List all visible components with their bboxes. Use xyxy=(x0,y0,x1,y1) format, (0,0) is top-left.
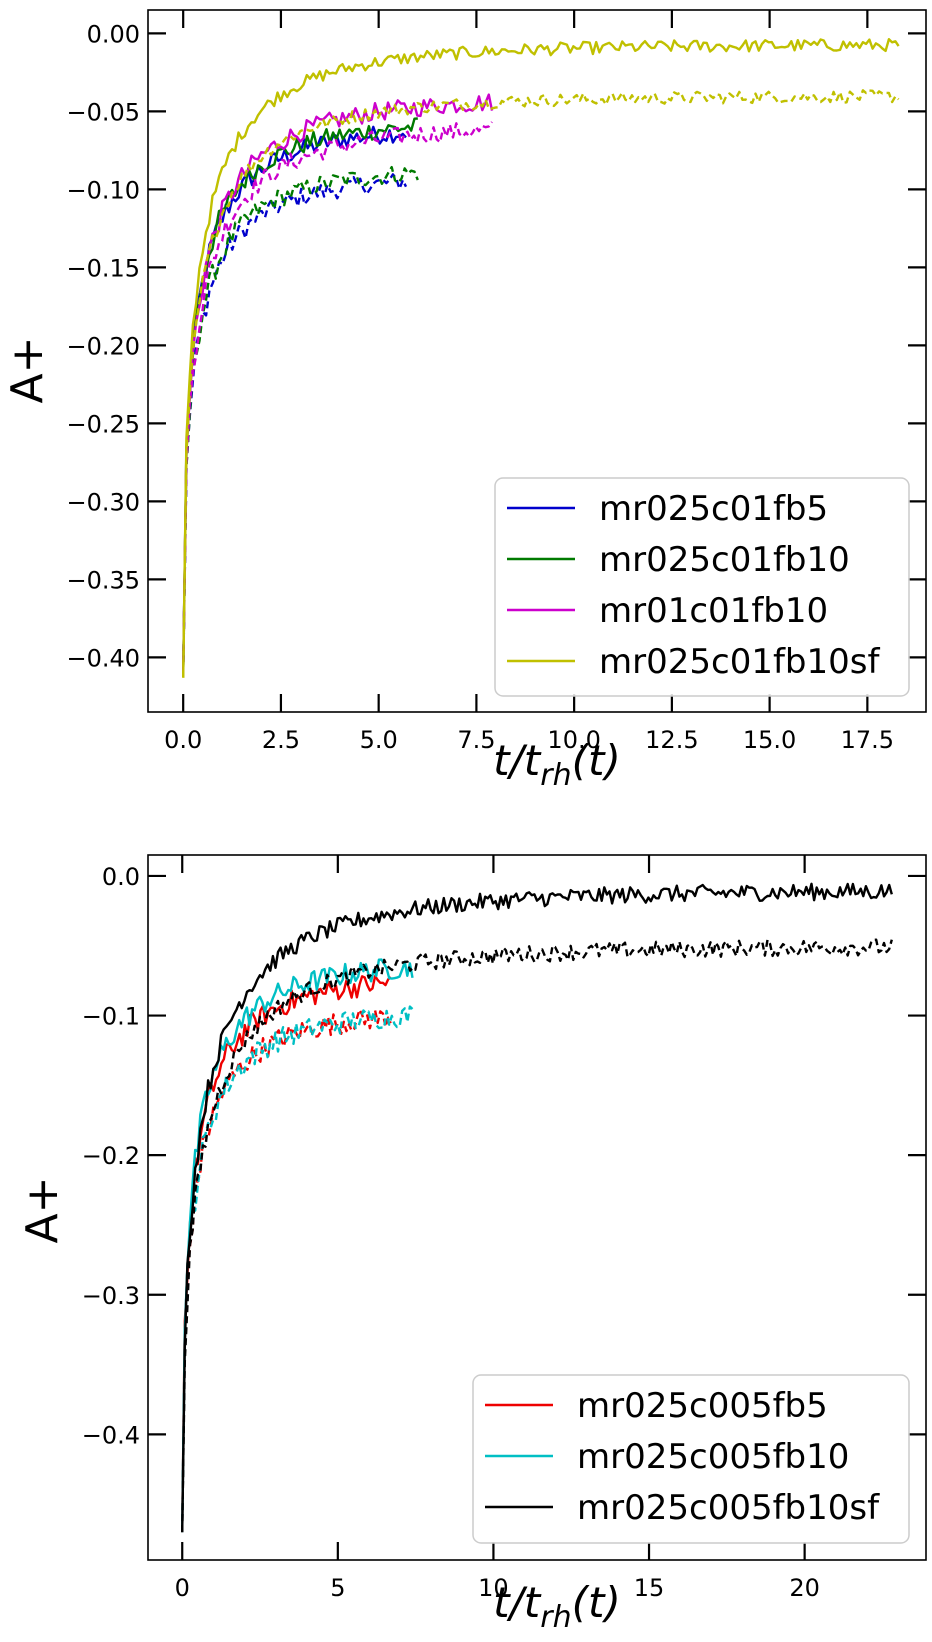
y-tick-label: −0.20 xyxy=(66,332,140,360)
plot-frame xyxy=(147,9,927,713)
series-line-mr01c01fb10-solid xyxy=(182,93,494,674)
x-tick-label: 0 xyxy=(175,1574,190,1602)
x-axis-title: t/trh(t) xyxy=(493,1578,621,1635)
x-axis-title: t/trh(t) xyxy=(493,736,621,793)
x-tick-label: 20 xyxy=(789,1574,820,1602)
x-tick-label: 5 xyxy=(330,1574,345,1602)
chart-panel-1: 0.0 2.5 5.0 7.5 10.0 12.5 15.0 17.5 0.00 −0.05 −0.… xyxy=(2,9,927,793)
series-line-mr025c005fb10sf-solid xyxy=(181,882,893,1533)
legend-label-mr025c01fb5: mr025c01fb5 xyxy=(599,489,828,529)
legend-label-mr025c01fb10sf: mr025c01fb10sf xyxy=(599,642,880,682)
series-line-mr025c005fb10-dashed xyxy=(181,1005,414,1533)
chart-panel-2: 0 5 10 15 20 0.0 −0.1 −0.2 −0.3 −0.4 t/trh(t) A+ mr0… xyxy=(17,854,927,1635)
legend-label-mr025c01fb10: mr025c01fb10 xyxy=(599,540,850,580)
legend-label-mr025c005fb10: mr025c005fb10 xyxy=(577,1437,849,1477)
legend-box xyxy=(472,1374,910,1544)
x-tick-label: 12.5 xyxy=(645,726,698,754)
legend-label-mr01c01fb10: mr01c01fb10 xyxy=(599,591,828,631)
y-tick-label: 0.0 xyxy=(102,863,140,891)
y-tick-label: −0.10 xyxy=(66,176,140,204)
series-line-mr025c01fb10sf-dashed xyxy=(182,89,900,678)
y-tick-label: −0.40 xyxy=(66,644,140,672)
legend: mr025c005fb5 mr025c005fb10 mr025c005fb10sf xyxy=(472,1374,910,1544)
y-tick-label: −0.1 xyxy=(82,1003,140,1031)
y-tick-label: −0.05 xyxy=(66,98,140,126)
series-layer xyxy=(182,38,900,678)
legend: mr025c01fb5 mr025c01fb10 mr01c01fb10 mr025c… xyxy=(494,477,910,697)
series-line-mr01c01fb10-dashed xyxy=(182,121,493,674)
y-tick-label: −0.2 xyxy=(82,1142,140,1170)
legend-label-mr025c005fb5: mr025c005fb5 xyxy=(577,1386,828,1426)
legend-label-mr025c005fb10sf: mr025c005fb10sf xyxy=(577,1488,880,1528)
x-tick-label: 0.0 xyxy=(164,726,202,754)
y-tick-label: −0.35 xyxy=(66,566,140,594)
x-tick-label: 7.5 xyxy=(457,726,495,754)
x-tick-label: 2.5 xyxy=(262,726,300,754)
series-layer xyxy=(181,882,893,1533)
x-tick-label: 10.0 xyxy=(547,726,600,754)
series-line-mr025c005fb5-solid xyxy=(181,974,392,1533)
y-axis-title: A+ xyxy=(17,1177,68,1244)
x-tick-label: 5.0 xyxy=(360,726,398,754)
y-tick-label: −0.3 xyxy=(82,1282,140,1310)
y-axis-title: A+ xyxy=(2,337,53,404)
y-tick-label: −0.25 xyxy=(66,410,140,438)
x-tick-label: 17.5 xyxy=(841,726,894,754)
x-tick-label: 10 xyxy=(478,1574,509,1602)
series-line-mr025c005fb10sf-dashed xyxy=(181,938,893,1533)
x-tick-label: 15.0 xyxy=(743,726,796,754)
y-tick-label: −0.15 xyxy=(66,254,140,282)
legend-box xyxy=(494,477,910,697)
plot-frame xyxy=(147,854,927,1561)
series-line-mr025c01fb5-dashed xyxy=(182,173,408,674)
y-tick-label: −0.30 xyxy=(66,488,140,516)
y-tick-label: 0.00 xyxy=(87,20,140,48)
x-tick-label: 15 xyxy=(634,1574,665,1602)
y-tick-label: −0.4 xyxy=(82,1421,140,1449)
series-line-mr025c01fb10sf-solid xyxy=(182,38,900,678)
